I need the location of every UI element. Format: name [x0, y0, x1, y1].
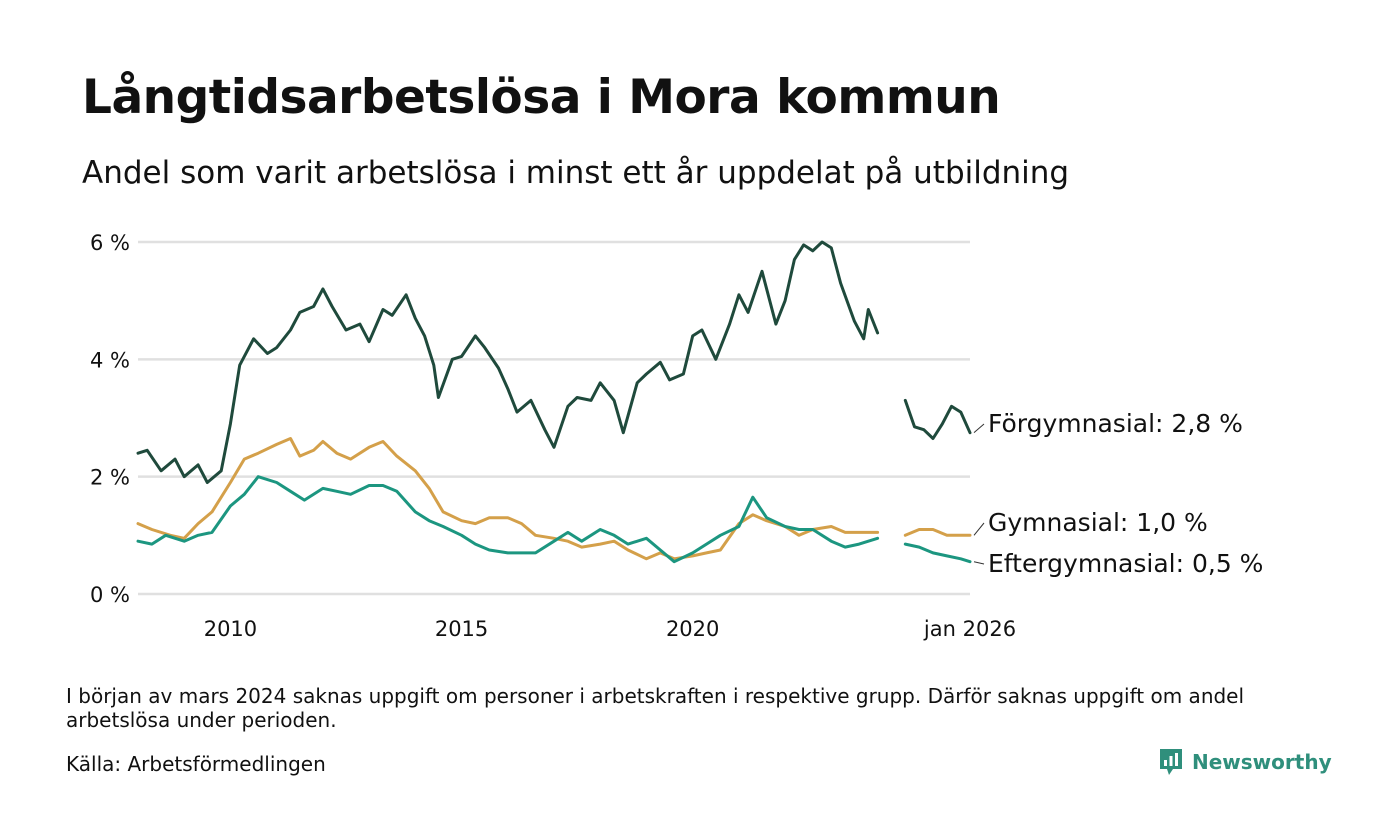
end-label-förgymnasial: Förgymnasial: 2,8 % [988, 409, 1243, 438]
footnote: I början av mars 2024 saknas uppgift om … [66, 684, 1245, 732]
end-label-gymnasial: Gymnasial: 1,0 % [988, 508, 1208, 537]
x-tick-label: 2020 [666, 617, 719, 641]
end-label-leader [973, 561, 985, 565]
chart-subtitle: Andel som varit arbetslösa i minst ett å… [82, 155, 1070, 191]
y-tick-label: 6 % [90, 231, 130, 255]
line-chart: 0 % 2 % 4 % 6 % 2010 2015 2020 jan 2026 Förgymn… [90, 231, 1263, 641]
series-line-gymnasial [136, 437, 880, 561]
x-tick-label: 2010 [204, 617, 257, 641]
end-label-leader [973, 522, 985, 536]
axis-labels: 0 % 2 % 4 % 6 % 2010 2015 2020 jan 2026 [90, 231, 1016, 641]
data-series [136, 240, 972, 564]
newsworthy-icon [1160, 749, 1182, 775]
end-labels: Förgymnasial: 2,8 % Gymnasial: 1,0 % Efter… [973, 409, 1263, 578]
series-line-förgymnasial [136, 240, 880, 484]
x-tick-label: jan 2026 [923, 617, 1016, 641]
y-tick-label: 2 % [90, 466, 130, 490]
series-line-förgymnasial [903, 398, 972, 440]
y-tick-label: 0 % [90, 583, 130, 607]
y-tick-label: 4 % [90, 348, 130, 372]
gridlines [138, 240, 970, 596]
series-line-eftergymnasial [136, 475, 880, 564]
series-line-gymnasial [903, 528, 972, 537]
source-credit: Källa: Arbetsförmedlingen [66, 752, 326, 776]
brand-logo[interactable]: Newsworthy [1158, 747, 1332, 777]
end-label-eftergymnasial: Eftergymnasial: 0,5 % [988, 549, 1263, 578]
chart-title: Långtidsarbetslösa i Mora kommun [82, 70, 1001, 125]
brand-name: Newsworthy [1192, 750, 1332, 774]
x-tick-label: 2015 [435, 617, 488, 641]
series-line-eftergymnasial [903, 542, 972, 564]
end-label-leader [973, 423, 985, 434]
